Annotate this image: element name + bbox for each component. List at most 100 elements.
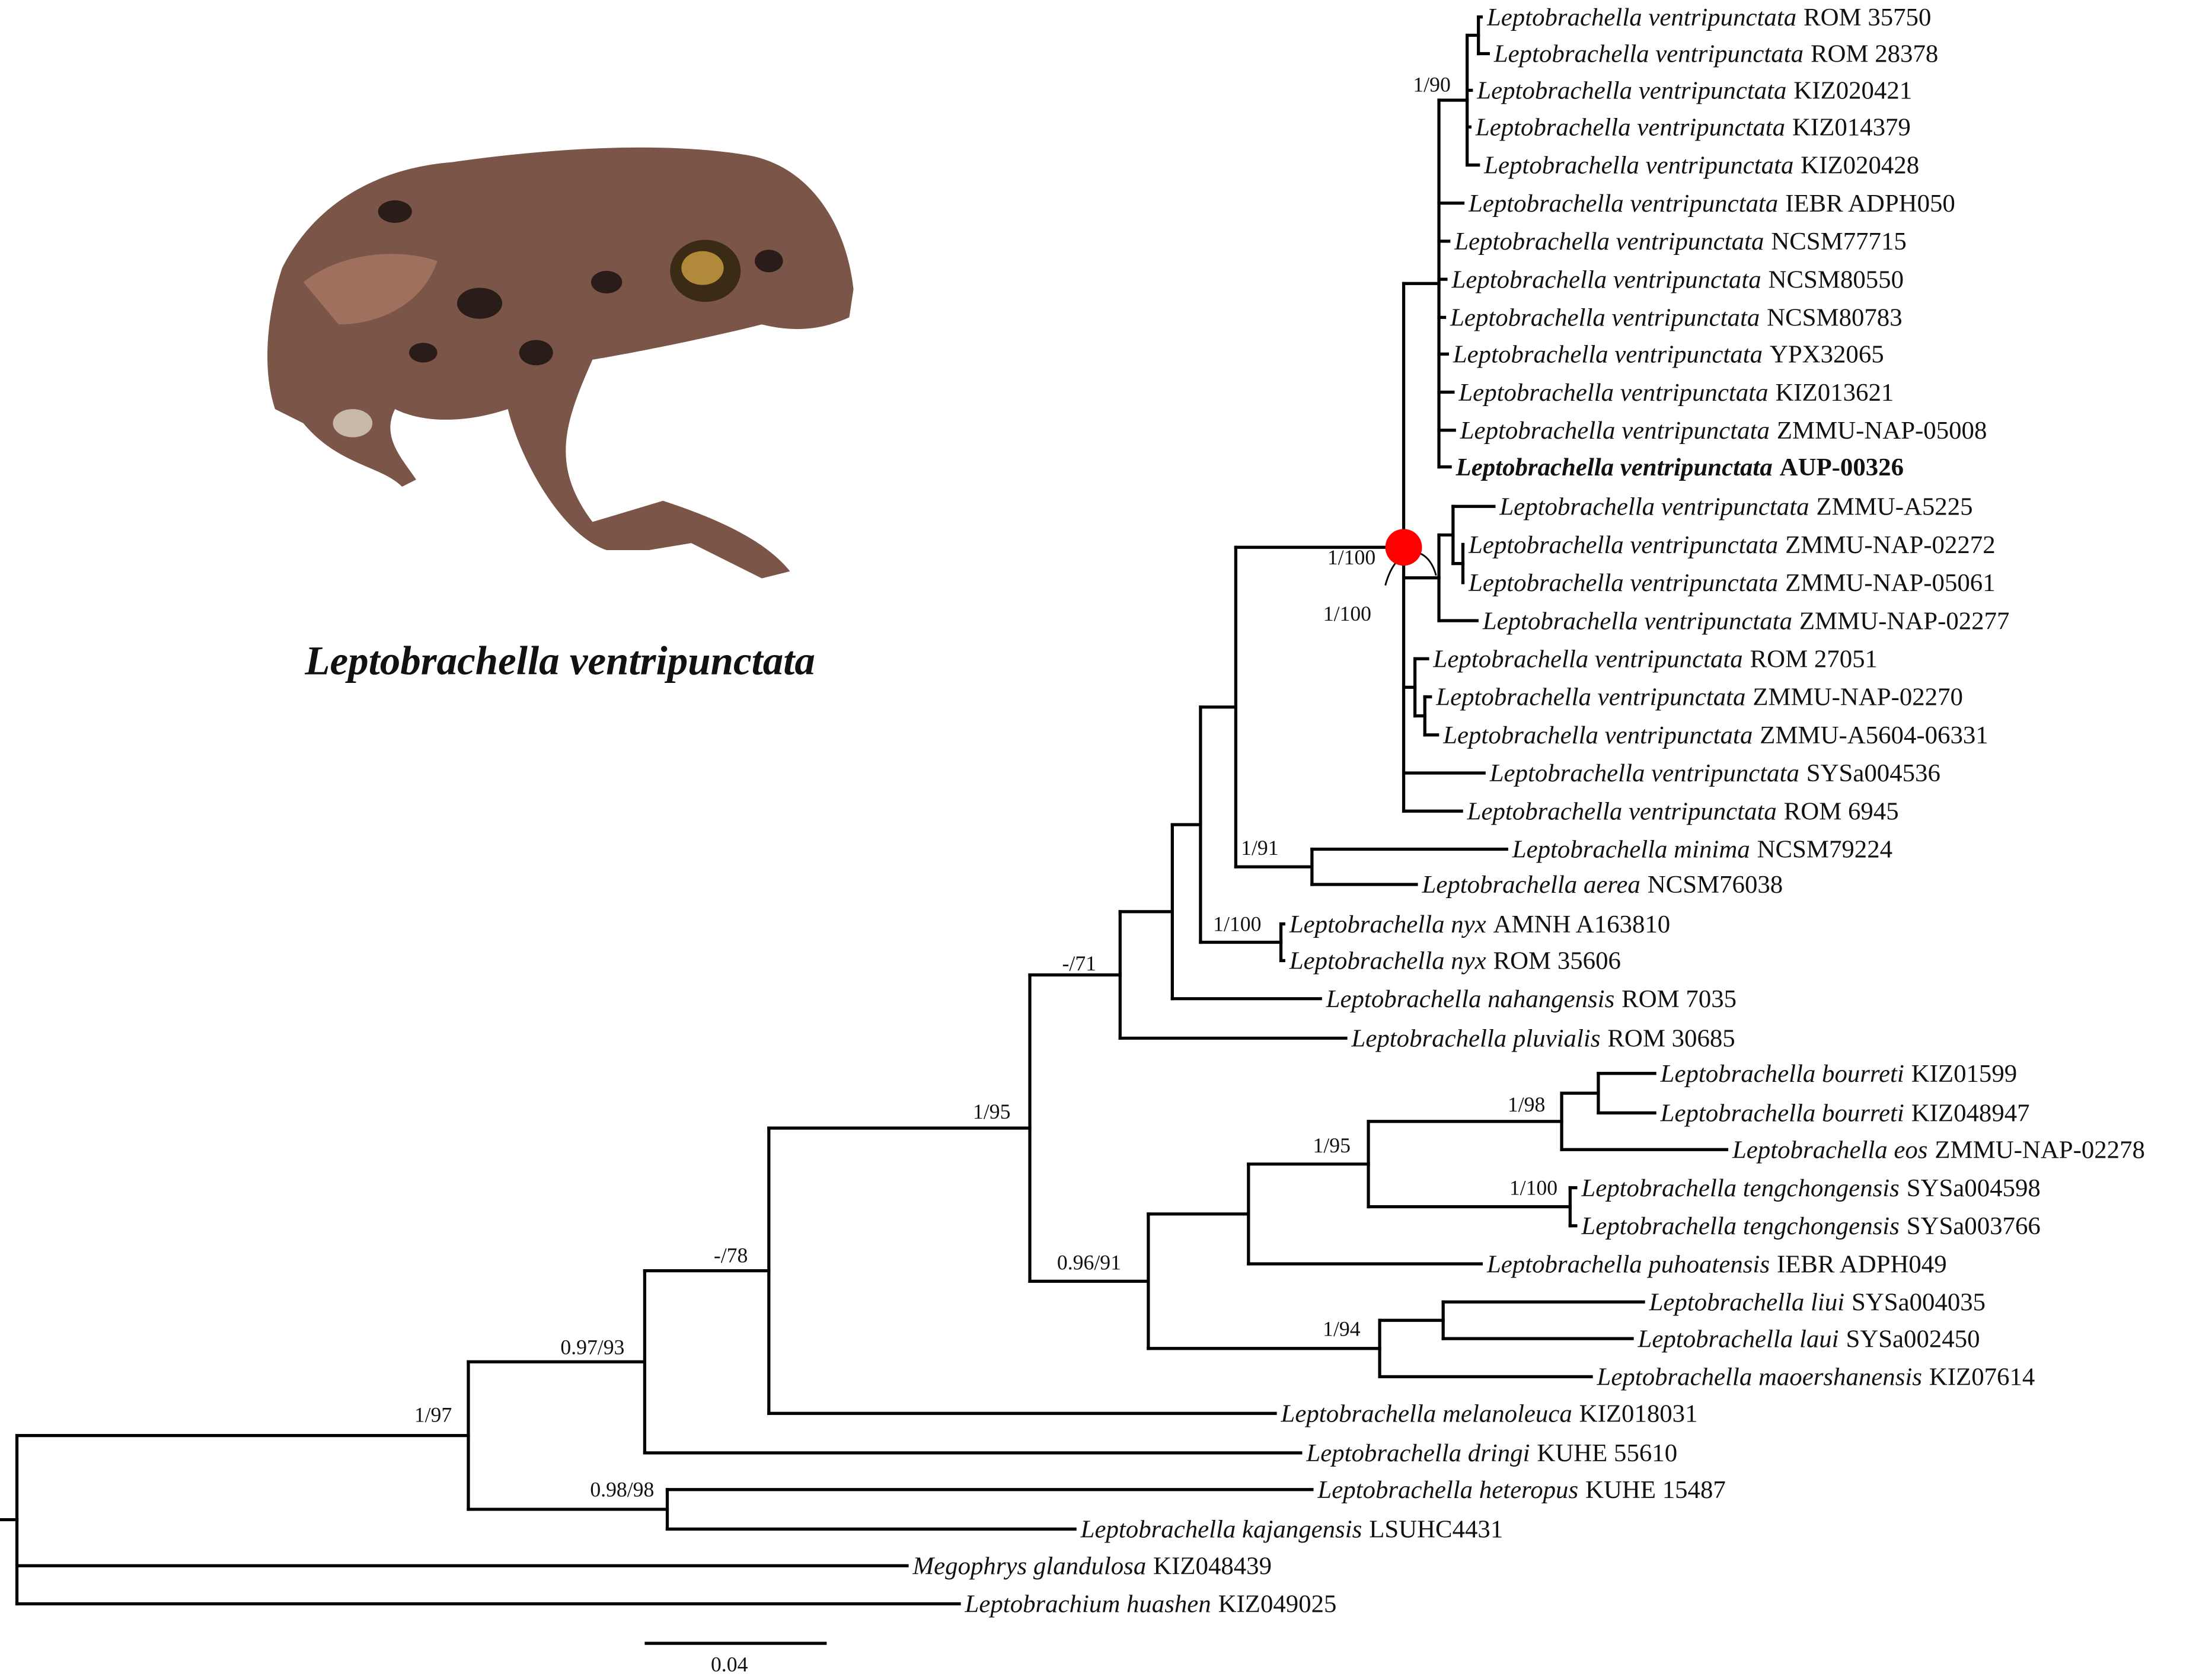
taxon: Leptobrachella melanoleuca: [1281, 1400, 1572, 1428]
leaf-label: Leptobrachella maoershanensis KIZ07614: [1597, 1363, 2035, 1391]
leaf-label: Megophrys glandulosa KIZ048439: [912, 1553, 1272, 1580]
taxon: Leptobrachella nyx: [1289, 947, 1486, 975]
support-value: 1/100: [1509, 1176, 1557, 1199]
taxon: Leptobrachella laui: [1638, 1325, 1839, 1353]
voucher: ZMMU-A5604-06331: [1760, 721, 1988, 749]
taxon: Leptobrachella ventripunctata: [1433, 646, 1743, 673]
leaf-label: Leptobrachella nahangensis ROM 7035: [1326, 985, 1737, 1013]
taxon: Leptobrachella ventripunctata: [1493, 40, 1804, 68]
support-value: 1/100: [1323, 602, 1371, 625]
taxon: Leptobrachella ventripunctata: [1475, 113, 1785, 141]
leaf-label: Leptobrachella nyx ROM 35606: [1289, 947, 1621, 975]
frog-spot: [409, 343, 438, 363]
taxon: Leptobrachella ventripunctata: [1435, 684, 1745, 711]
voucher: KIZ01599: [1911, 1060, 2017, 1088]
photo-caption: Leptobrachella ventripunctata: [304, 638, 815, 683]
voucher: KUHE 55610: [1537, 1439, 1677, 1467]
voucher: SYSa002450: [1846, 1325, 1980, 1353]
taxon: Leptobrachella ventripunctata: [1453, 341, 1763, 369]
voucher: KIZ07614: [1929, 1363, 2035, 1391]
voucher: ZMMU-A5225: [1816, 493, 1972, 521]
voucher: SYSa004536: [1806, 759, 1940, 787]
voucher: ROM 7035: [1622, 985, 1737, 1013]
frog-iris: [681, 251, 724, 285]
leaf-label: Leptobrachella eos ZMMU-NAP-02278: [1732, 1136, 2145, 1164]
voucher: ZMMU-NAP-02277: [1799, 607, 2010, 635]
voucher: ZMMU-NAP-02270: [1753, 684, 1963, 711]
voucher: KIZ048947: [1911, 1100, 2030, 1128]
leaf-label: Leptobrachella ventripunctata NCSM77715: [1454, 228, 1907, 255]
leaf-label: Leptobrachella ventripunctata ZMMU-NAP-05…: [1468, 569, 1996, 597]
support-value: 1/100: [1327, 545, 1375, 569]
taxon: Leptobrachella bourreti: [1660, 1060, 1904, 1088]
taxon: Leptobrachella heteropus: [1317, 1476, 1578, 1504]
leaf-label: Leptobrachella laui SYSa002450: [1638, 1325, 1980, 1353]
support-value: 0.96/91: [1057, 1251, 1121, 1275]
voucher: NCSM79224: [1757, 836, 1892, 864]
leaf-label: Leptobrachella ventripunctata ZMMU-NAP-02…: [1435, 684, 1963, 711]
leaf-label: Leptobrachella kajangensis LSUHC4431: [1080, 1516, 1504, 1544]
voucher: ZMMU-NAP-02278: [1935, 1136, 2145, 1164]
voucher: NCSM77715: [1771, 228, 1906, 255]
leaf-label: Leptobrachella minima NCSM79224: [1512, 836, 1892, 864]
taxon: Leptobrachella eos: [1732, 1136, 1928, 1164]
frog-spot: [378, 200, 412, 223]
leaf-label: Leptobrachella ventripunctata ZMMU-NAP-02…: [1482, 607, 2010, 635]
taxon: Leptobrachella ventripunctata: [1476, 77, 1786, 105]
leaf-label: Leptobrachella ventripunctata KIZ020421: [1476, 77, 1912, 105]
leaf-label: Leptobrachella ventripunctata AUP-00326: [1455, 453, 1904, 481]
voucher: AMNH A163810: [1493, 911, 1671, 938]
voucher: IEBR ADPH050: [1785, 190, 1955, 218]
leaf-label: Leptobrachella heteropus KUHE 15487: [1317, 1476, 1725, 1504]
support-value: 0.97/93: [560, 1335, 624, 1359]
leaf-label: Leptobrachella ventripunctata ZMMU-NAP-05…: [1460, 417, 1987, 445]
taxon: Leptobrachella dringi: [1306, 1439, 1530, 1467]
voucher: KUHE 15487: [1585, 1476, 1726, 1504]
voucher: KIZ020421: [1793, 77, 1912, 105]
voucher: SYSa003766: [1907, 1212, 2041, 1240]
leaf-label: Leptobrachella ventripunctata ROM 6945: [1467, 797, 1899, 825]
support-value: 1/95: [973, 1100, 1010, 1123]
voucher: ROM 30685: [1607, 1025, 1735, 1053]
voucher: ZMMU-NAP-05008: [1777, 417, 1987, 445]
scale-bar-label: 0.04: [711, 1653, 748, 1676]
taxon: Leptobrachella ventripunctata: [1454, 228, 1764, 255]
leaf-label: Leptobrachella pluvialis ROM 30685: [1351, 1025, 1735, 1053]
voucher: NCSM80783: [1767, 304, 1902, 332]
leaf-label: Leptobrachella dringi KUHE 55610: [1306, 1439, 1677, 1467]
leaf-label: Leptobrachium huashen KIZ049025: [965, 1590, 1337, 1618]
voucher: SYSa004035: [1852, 1289, 1986, 1317]
leaf-label: Leptobrachella ventripunctata ROM 35750: [1486, 4, 1931, 31]
leaf-label: Leptobrachella liui SYSa004035: [1649, 1289, 1986, 1317]
voucher: KIZ049025: [1218, 1590, 1337, 1618]
leaf-label: Leptobrachella ventripunctata KIZ014379: [1475, 113, 1911, 141]
leaf-label: Leptobrachella ventripunctata SYSa004536: [1489, 759, 1940, 787]
support-value: -/71: [1062, 951, 1097, 975]
leaf-label: Leptobrachella aerea NCSM76038: [1421, 871, 1783, 899]
taxon: Leptobrachella ventripunctata: [1455, 453, 1773, 481]
leaf-label: Leptobrachella ventripunctata ROM 28378: [1493, 40, 1938, 68]
leaf-label: Leptobrachella ventripunctata ZMMU-A5225: [1499, 493, 1972, 521]
voucher: KIZ013621: [1775, 379, 1894, 407]
voucher: KIZ020428: [1801, 152, 1919, 180]
leaf-label: Leptobrachella bourreti KIZ048947: [1660, 1100, 2030, 1128]
leaf-label: Leptobrachella ventripunctata NCSM80783: [1450, 304, 1903, 332]
leaf-label: Leptobrachella ventripunctata YPX32065: [1453, 341, 1884, 369]
voucher: YPX32065: [1770, 341, 1884, 369]
frog-spot: [755, 250, 783, 273]
taxon: Leptobrachella puhoatensis: [1486, 1250, 1770, 1278]
leaf-label: Leptobrachella melanoleuca KIZ018031: [1281, 1400, 1698, 1428]
leaf-label: Leptobrachella ventripunctata ZMMU-NAP-02…: [1468, 531, 1996, 559]
taxon: Leptobrachella pluvialis: [1351, 1025, 1601, 1053]
taxon: Leptobrachella ventripunctata: [1486, 4, 1796, 31]
taxon: Leptobrachella ventripunctata: [1499, 493, 1809, 521]
taxon: Leptobrachella ventripunctata: [1482, 607, 1792, 635]
support-value: -/78: [714, 1244, 748, 1267]
taxon: Leptobrachella ventripunctata: [1483, 152, 1793, 180]
support-value: 1/97: [414, 1403, 452, 1427]
support-value: 1/95: [1313, 1133, 1350, 1157]
taxon: Leptobrachella ventripunctata: [1468, 569, 1778, 597]
voucher: SYSa004598: [1907, 1174, 2041, 1202]
taxon: Leptobrachella maoershanensis: [1597, 1363, 1922, 1391]
voucher: KIZ048439: [1153, 1553, 1272, 1580]
